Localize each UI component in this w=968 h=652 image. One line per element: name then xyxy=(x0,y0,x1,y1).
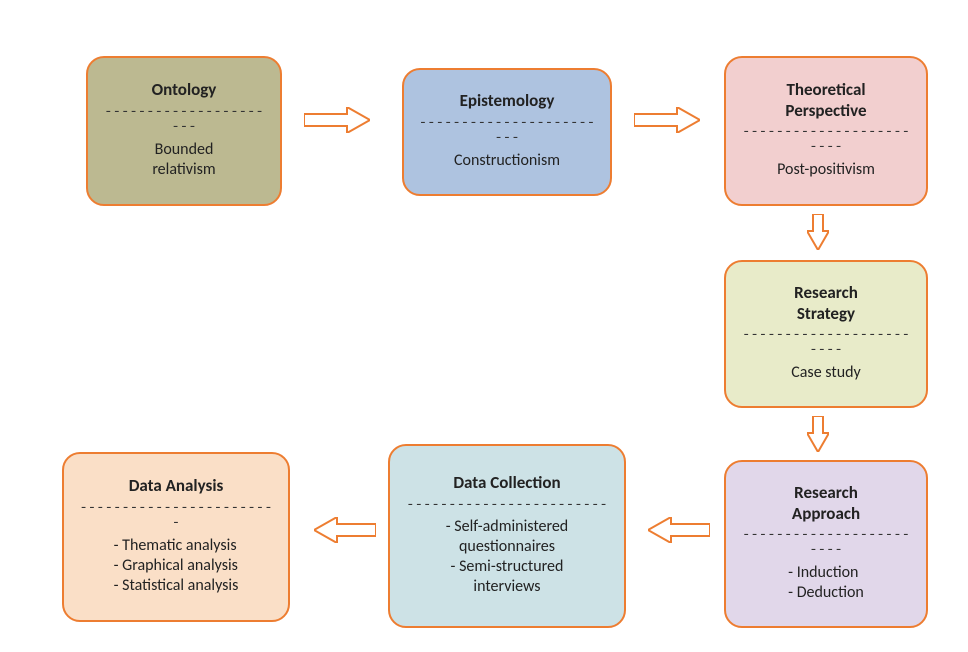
node-separator: ------------------------ xyxy=(76,501,276,532)
arrow-left xyxy=(648,517,710,543)
node-epistemology: Epistemology ------------------------ Cons… xyxy=(402,68,612,196)
node-title: Epistemology xyxy=(460,91,555,111)
node-title: Data Analysis xyxy=(129,476,224,496)
node-title: Research Strategy xyxy=(794,283,858,324)
arrow-down xyxy=(807,416,829,452)
node-title: Ontology xyxy=(152,80,217,100)
node-body: Post-positivism xyxy=(777,160,875,180)
node-body: Constructionism xyxy=(454,151,560,171)
arrow-right xyxy=(634,107,700,133)
node-collection: Data Collection ------------------------ -… xyxy=(388,444,626,628)
arrow-right xyxy=(304,107,370,133)
node-body: - Thematic analysis - Graphical analysis… xyxy=(114,536,239,596)
node-strategy: Research Strategy -----------------------… xyxy=(724,260,928,408)
node-separator: ---------------------- xyxy=(100,105,268,136)
node-approach: Research Approach -----------------------… xyxy=(724,460,928,628)
node-theoretical: Theoretical Perspective -----------------… xyxy=(724,56,928,206)
node-body: Bounded relativism xyxy=(152,140,215,180)
node-separator: ------------------------ xyxy=(738,328,914,359)
node-separator: ------------------------ xyxy=(738,125,914,156)
node-separator: ------------------------ xyxy=(738,528,914,559)
node-ontology: Ontology ---------------------- Bounded re… xyxy=(86,56,282,206)
node-body: - Self-administered questionnaires - Sem… xyxy=(446,517,568,597)
node-separator: ------------------------ xyxy=(406,498,608,513)
node-body: - Induction - Deduction xyxy=(788,563,864,603)
arrow-left xyxy=(314,517,376,543)
node-title: Data Collection xyxy=(453,473,560,493)
node-separator: ------------------------ xyxy=(416,116,598,147)
arrow-down xyxy=(807,214,829,250)
node-analysis: Data Analysis ------------------------ - T… xyxy=(62,452,290,622)
node-body: Case study xyxy=(791,363,861,383)
flowchart-canvas: Ontology ---------------------- Bounded re… xyxy=(0,0,968,652)
node-title: Theoretical Perspective xyxy=(785,80,866,121)
node-title: Research Approach xyxy=(792,483,860,524)
